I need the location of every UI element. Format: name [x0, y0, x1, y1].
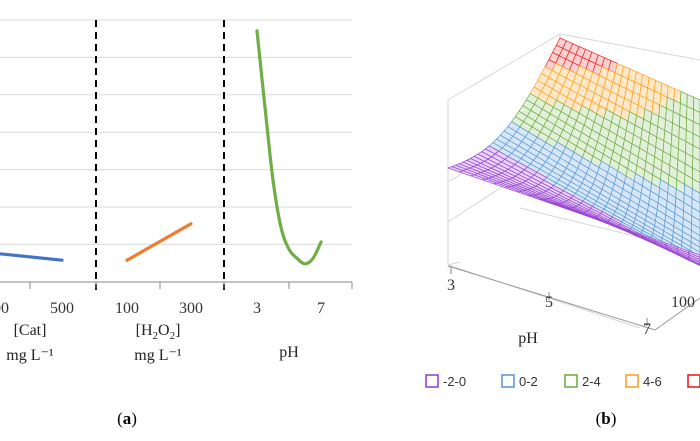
surface-cell — [688, 254, 700, 262]
y-tick-label-100: 100 — [671, 294, 695, 311]
surface-cell — [692, 156, 700, 173]
gridlines — [0, 19, 352, 245]
tick-label-cat-1: 500 — [50, 300, 74, 317]
x-tick-label-3: 3 — [447, 277, 455, 294]
surface-cell — [688, 256, 700, 264]
axis-label-ph-3d: pH — [518, 330, 538, 347]
x-ticks — [29, 282, 353, 289]
axis-label-cat: [Cat] — [14, 322, 47, 339]
surface-cell — [691, 222, 700, 237]
surface-cell — [692, 144, 700, 162]
surface-cell — [693, 96, 700, 113]
surface-cell — [688, 250, 700, 258]
box-edge — [447, 261, 461, 266]
surface-cell — [692, 133, 700, 150]
surface-cell — [690, 229, 700, 243]
surface-cell — [692, 121, 700, 138]
panel-a-chart: 00 500 100 300 3 7 [Cat] mg L⁻¹ [H2O2] m… — [0, 19, 353, 428]
legend-swatch — [625, 374, 639, 388]
x-tick-label-5: 5 — [545, 294, 553, 311]
panel-label-b: (b) — [596, 409, 617, 428]
legend-label: 2-4 — [582, 374, 601, 389]
axis-label-cat-unit: mg L⁻¹ — [6, 347, 54, 364]
tick-label-ph-1: 7 — [317, 300, 325, 317]
surface-cell — [691, 206, 700, 222]
series-line-1 — [0, 252, 64, 262]
panel-dividers — [95, 20, 225, 290]
x-axis-3d — [447, 265, 656, 331]
series-line-2 — [125, 222, 193, 262]
series-lines — [0, 29, 323, 266]
legend-swatch — [687, 374, 700, 388]
surface-cell — [688, 252, 700, 260]
panel-label-a: (a) — [117, 409, 137, 428]
legend-label: -2-0 — [443, 374, 466, 389]
axis-label-ph: pH — [279, 344, 299, 361]
surface-cell — [690, 236, 700, 248]
surface-cell — [692, 167, 700, 184]
box-edge — [447, 33, 561, 101]
legend-swatch — [564, 374, 578, 388]
legend: -2-0 0-2 2-4 4-6 — [425, 374, 700, 389]
box-edge — [559, 33, 700, 61]
surface-mesh — [446, 37, 700, 267]
x-tick-label-7: 7 — [643, 321, 651, 338]
tick-label-ph-0: 3 — [253, 300, 261, 317]
axis-label-h2o2-unit: mg L⁻¹ — [134, 347, 182, 364]
panel-b-surface-chart: 3 5 7 100 pH -2-0 0-2 2-4 4-6 (b) — [425, 33, 700, 428]
surface-cell — [690, 241, 700, 253]
y-axis-3d — [654, 297, 700, 331]
surface-cell — [692, 108, 700, 126]
tick-label-h2o2-1: 300 — [179, 300, 203, 317]
legend-label: 4-6 — [643, 374, 662, 389]
tick-label-cat-0: 00 — [0, 300, 9, 317]
axis-label-h2o2: [H2O2] — [136, 322, 181, 342]
surface-cell — [691, 197, 700, 213]
series-line-3 — [255, 29, 323, 266]
tick-label-h2o2-0: 100 — [115, 300, 139, 317]
legend-swatch — [425, 374, 439, 388]
legend-label: 0-2 — [519, 374, 538, 389]
legend-swatch — [501, 374, 515, 388]
surface-cell — [691, 215, 700, 230]
